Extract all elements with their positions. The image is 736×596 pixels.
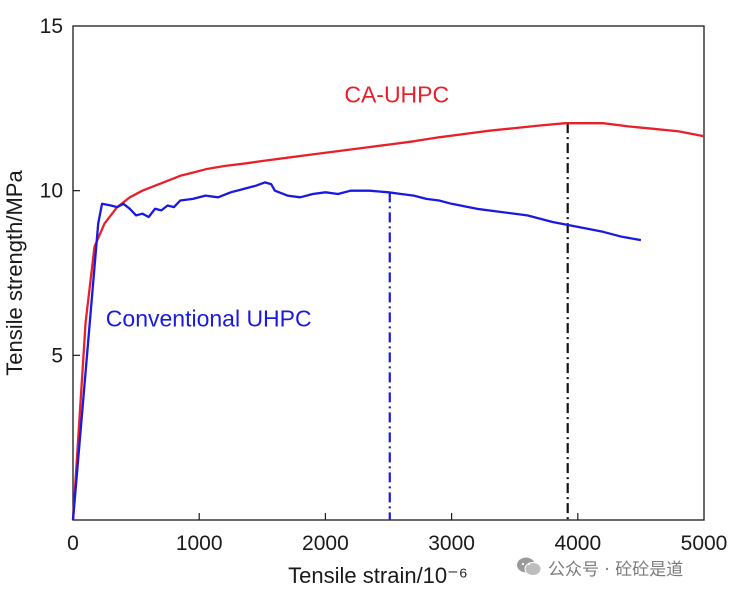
x-tick-label: 2000 [302,532,349,555]
series-line-ca-uhpc [71,122,705,521]
series-lines [71,122,705,521]
watermark: 公众号 · 砼砼是道 [516,554,683,580]
y-tick-label: 15 [40,15,63,38]
y-axis-title: Tensile strength/MPa [2,170,27,376]
plot-frame [72,25,705,521]
y-tick-label: 5 [51,344,63,367]
watermark-text: 公众号 · 砼砼是道 [548,559,684,580]
x-tick-label: 0 [67,532,79,555]
x-tick-label: 4000 [554,532,601,555]
annotation-conventional-uhpc: Conventional UHPC [106,305,312,331]
series-line-conventional-uhpc [71,181,642,521]
annotation-ca-uhpc: CA-UHPC [344,81,449,107]
x-tick-label: 3000 [428,532,475,555]
x-axis: 0 1000 2000 3000 4000 5000 [67,513,727,555]
y-tick-label: 10 [40,180,63,203]
x-tick-label: 1000 [176,532,223,555]
y-axis: 5 10 15 [40,15,80,367]
x-tick-label: 5000 [681,532,728,555]
x-axis-title: Tensile strain/10⁻⁶ [288,563,468,588]
wechat-icon [517,557,542,576]
peak-strain-markers [388,123,569,520]
